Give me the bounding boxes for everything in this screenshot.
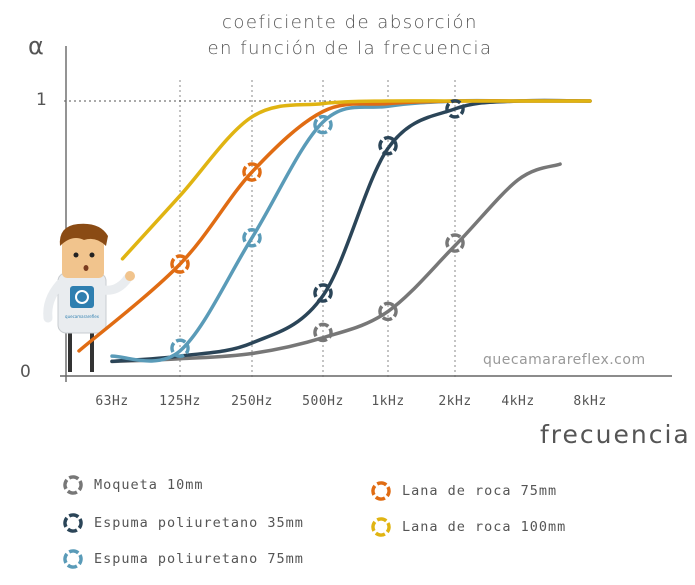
x-tick-label: 8kHz xyxy=(573,394,606,409)
legend-ring xyxy=(63,549,83,569)
watermark-text: quecamarareflex.com xyxy=(483,352,646,368)
mascot-arm-right xyxy=(99,273,133,295)
legend-ring xyxy=(371,481,391,501)
chart-title-line-1: coeficiente de absorción xyxy=(222,12,478,33)
mascot-mouth xyxy=(83,265,89,271)
mascot-hair xyxy=(59,223,108,246)
legend-swatch-icon xyxy=(63,475,83,495)
legend-swatch-icon xyxy=(371,481,391,501)
legend-swatch-icon xyxy=(63,513,83,533)
y-tick-label-1: 1 xyxy=(36,90,47,110)
mascot-arm-left xyxy=(43,279,65,323)
series-marker xyxy=(445,233,465,253)
legend-ring xyxy=(63,475,83,495)
series-marker xyxy=(313,322,333,343)
mascot-illustration: quecamarareflex xyxy=(43,223,135,372)
series-marker xyxy=(378,301,398,322)
series-line-0 xyxy=(110,162,562,364)
series-marker xyxy=(242,228,262,248)
axes xyxy=(60,46,672,382)
legend-swatch-icon xyxy=(63,549,83,569)
legend-ring xyxy=(371,517,391,537)
x-tick-label: 4kHz xyxy=(501,394,534,409)
x-tick-label: 250Hz xyxy=(231,394,273,409)
legend-ring xyxy=(63,513,83,533)
legend-label: Lana de roca 100mm xyxy=(402,519,567,535)
series-line-1 xyxy=(110,98,592,364)
mascot-head xyxy=(62,236,104,278)
x-tick-label: 125Hz xyxy=(159,394,201,409)
series-line-3 xyxy=(77,99,592,353)
legend-item: Espuma poliuretano 35mm xyxy=(62,512,304,534)
grid-lines xyxy=(64,80,456,378)
x-tick-labels: 63Hz 125Hz 250Hz 500Hz 1kHz 2kHz 4kHz 8kHz xyxy=(95,394,606,409)
legend-item: Lana de roca 75mm xyxy=(370,480,557,502)
x-tick-label: 500Hz xyxy=(302,394,344,409)
mascot-eye-left xyxy=(73,252,79,258)
series-marker xyxy=(170,338,190,358)
series-marker xyxy=(170,254,190,274)
mascot-shirt-logo xyxy=(70,286,94,308)
legend-label: Espuma poliuretano 75mm xyxy=(94,551,304,567)
legend-swatch-icon xyxy=(371,517,391,537)
legend-label: Lana de roca 75mm xyxy=(402,483,558,499)
series-marker xyxy=(378,135,398,156)
mascot-shirt-text: quecamarareflex xyxy=(65,314,100,319)
mascot-hand xyxy=(125,271,135,281)
x-tick-label: 1kHz xyxy=(371,394,404,409)
chart-title-line-2: en función de la frecuencia xyxy=(207,38,493,59)
y-axis-label: α xyxy=(28,32,44,60)
x-tick-label: 63Hz xyxy=(95,394,128,409)
mascot-logo-ring xyxy=(75,290,89,304)
series-marker xyxy=(313,283,333,303)
legend-label: Moqueta 10mm xyxy=(94,477,204,493)
legend-item: Espuma poliuretano 75mm xyxy=(62,548,304,570)
legend-label: Espuma poliuretano 35mm xyxy=(94,515,304,531)
y-tick-label-0: 0 xyxy=(20,362,31,382)
legend-item: Lana de roca 100mm xyxy=(370,516,566,538)
series-marker xyxy=(242,162,262,182)
x-axis-label: frecuencia xyxy=(540,420,691,449)
series-line-4 xyxy=(120,99,592,261)
series-markers xyxy=(170,99,465,358)
mascot-eye-right xyxy=(89,252,95,258)
legend-item: Moqueta 10mm xyxy=(62,474,204,496)
series-lines xyxy=(77,98,592,364)
x-tick-label: 2kHz xyxy=(438,394,471,409)
